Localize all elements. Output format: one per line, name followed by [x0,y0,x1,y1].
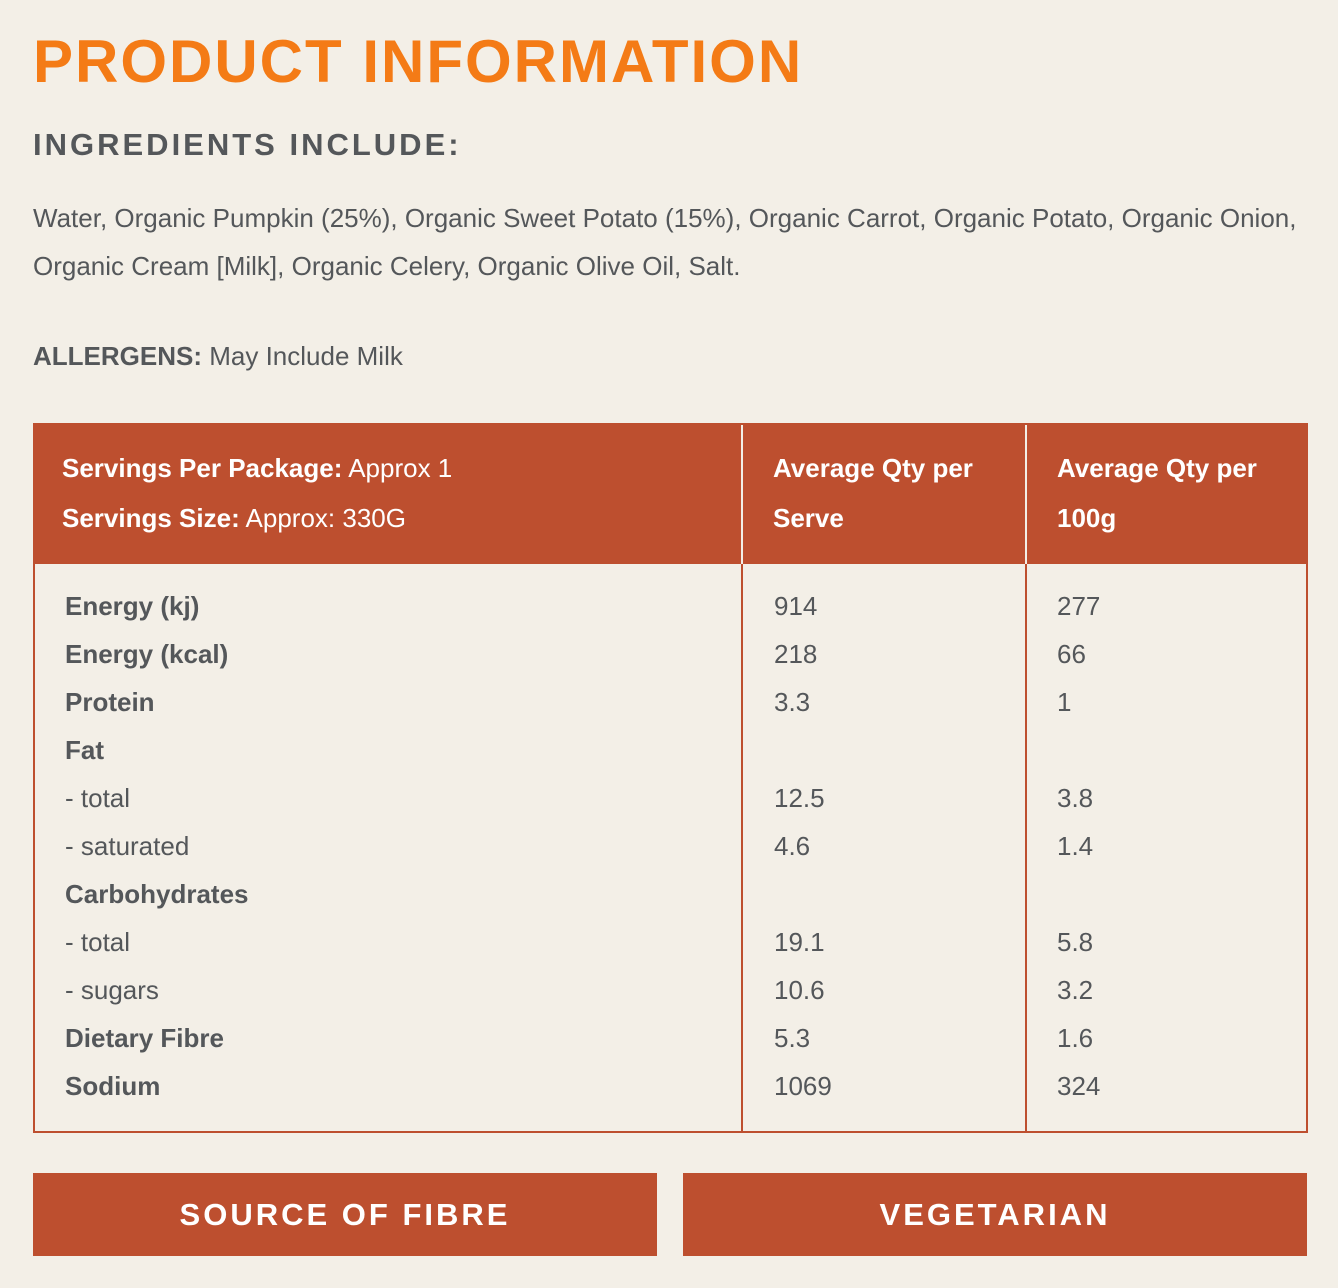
nutrient-name: - saturated [65,831,190,861]
servings-per-package-value: Approx 1 [348,453,453,483]
per-serve-value: 914 [774,591,818,621]
nutrient-name: Dietary Fibre [65,1023,224,1053]
serving-info-cell: Servings Per Package: Approx 1 Servings … [62,443,732,543]
table-row: Fat [35,726,1306,774]
per-100g-value: 1 [1057,687,1072,717]
allergens-value: May Include Milk [209,341,403,371]
allergens-label: ALLERGENS: [33,341,202,371]
nutrient-name: Energy (kj) [65,591,200,621]
ingredients-heading: INGREDIENTS INCLUDE: [33,127,462,162]
header-column-divider [1025,425,1027,564]
nutrient-name: Protein [65,687,155,717]
per-serve-value: 10.6 [774,975,825,1005]
nutrient-name: Fat [65,735,104,765]
per-100g-value: 3.8 [1057,783,1094,813]
table-row: Dietary Fibre 5.3 1.6 [35,1014,1306,1062]
nutrition-rows: Energy (kj) 914 277 Energy (kcal) 218 66 Pro… [35,582,1306,1110]
serving-size: Servings Size: Approx: 330G [62,493,732,543]
servings-per-package: Servings Per Package: Approx 1 [62,443,732,493]
ingredients-text: Water, Organic Pumpkin (25%), Organic Sw… [33,203,1297,281]
per-serve-value: 218 [774,639,818,669]
per-serve-value: 4.6 [774,831,811,861]
nutrient-name: Energy (kcal) [65,639,229,669]
serving-size-label: Servings Size: [62,503,240,533]
column-header-per-serve: Average Qty per Serve [773,453,973,533]
per-serve-value: 1069 [774,1071,832,1101]
per-serve-value: 3.3 [774,687,811,717]
per-100g-value: 1.6 [1057,1023,1094,1053]
table-row: - sugars 10.6 3.2 [35,966,1306,1014]
nutrient-name: - sugars [65,975,159,1005]
table-row: - total 12.5 3.8 [35,774,1306,822]
table-row: Energy (kj) 914 277 [35,582,1306,630]
table-row: Protein 3.3 1 [35,678,1306,726]
nutrient-name: Sodium [65,1071,161,1101]
column-header-per-100g: Average Qty per 100g [1057,453,1257,533]
per-100g-value: 3.2 [1057,975,1094,1005]
nutrient-name: Carbohydrates [65,879,249,909]
page-title: PRODUCT INFORMATION [33,28,804,95]
nutrition-table-header: Servings Per Package: Approx 1 Servings … [35,425,1306,564]
column-divider [741,425,743,1131]
per-100g-value: 277 [1057,591,1101,621]
per-serve-value: 12.5 [774,783,825,813]
table-row: - saturated 4.6 1.4 [35,822,1306,870]
nutrient-name: - total [65,927,131,957]
vegetarian-badge: VEGETARIAN [683,1173,1307,1256]
per-100g-value: 1.4 [1057,831,1094,861]
per-serve-value: 19.1 [774,927,825,957]
column-divider [1025,425,1027,1131]
table-row: Energy (kcal) 218 66 [35,630,1306,678]
source-of-fibre-badge: SOURCE OF FIBRE [33,1173,657,1256]
servings-per-package-label: Servings Per Package: [62,453,343,483]
serving-size-value: Approx: 330G [245,503,406,533]
per-100g-value: 66 [1057,639,1086,669]
nutrition-table: Servings Per Package: Approx 1 Servings … [33,423,1308,1133]
allergens-line: ALLERGENS: May Include Milk [33,334,403,378]
header-column-divider [741,425,743,564]
nutrient-name: - total [65,783,131,813]
per-serve-value: 5.3 [774,1023,811,1053]
table-row: Sodium 1069 324 [35,1062,1306,1110]
per-100g-value: 324 [1057,1071,1101,1101]
table-row: - total 19.1 5.8 [35,918,1306,966]
per-100g-value: 5.8 [1057,927,1094,957]
table-row: Carbohydrates [35,870,1306,918]
